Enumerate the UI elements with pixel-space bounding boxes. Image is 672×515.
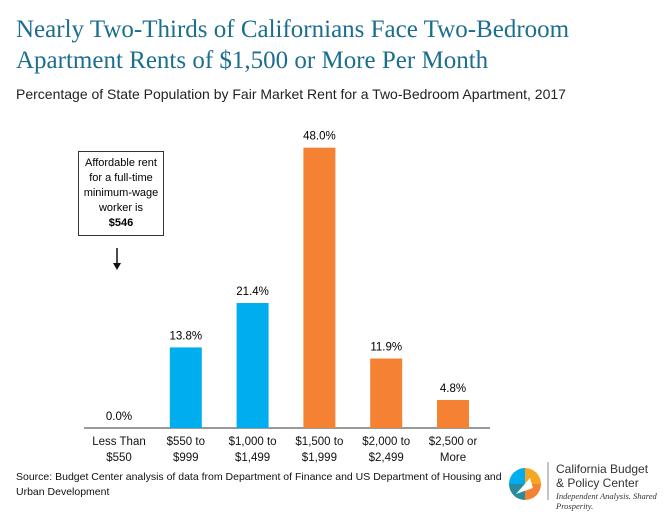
bar	[370, 358, 403, 428]
bar	[169, 347, 202, 428]
data-label: 4.8%	[440, 383, 466, 395]
data-label: 21.4%	[236, 286, 269, 298]
bar	[303, 147, 336, 428]
x-tick-label: $2,500 or More	[428, 436, 478, 464]
data-label: 13.8%	[169, 330, 202, 342]
annotation-value: $546	[108, 217, 134, 229]
data-label: 48.0%	[303, 131, 336, 143]
chart-title: Nearly Two-Thirds of Californians Face T…	[16, 16, 570, 74]
x-tick-label: $550 to $999	[166, 436, 205, 464]
logo-name: California Budget & Policy Center	[556, 462, 649, 490]
x-tick-label: $1,000 to $1,499	[228, 436, 277, 464]
source: Source: Budget Center analysis of data f…	[16, 471, 502, 498]
logo-tagline: Independent Analysis. Shared Prosperity.	[556, 491, 657, 511]
logo-icon	[509, 468, 541, 500]
arrow-head	[113, 263, 121, 270]
x-tick-label: $1,500 to $1,999	[295, 436, 344, 464]
data-label: 11.9%	[370, 342, 402, 354]
data-label: 0.0%	[106, 411, 132, 423]
bar	[236, 303, 269, 428]
chart-subtitle: Percentage of State Population by Fair M…	[16, 86, 566, 102]
x-tick-label: Less Than $550	[92, 436, 146, 464]
annotation: Affordable rent for a full-time minimum-…	[78, 151, 164, 236]
bar	[437, 399, 469, 428]
annotation-text: Affordable rent for a full-time minimum-…	[83, 157, 159, 214]
x-tick-label: $2,000 to $2,499	[362, 436, 411, 464]
